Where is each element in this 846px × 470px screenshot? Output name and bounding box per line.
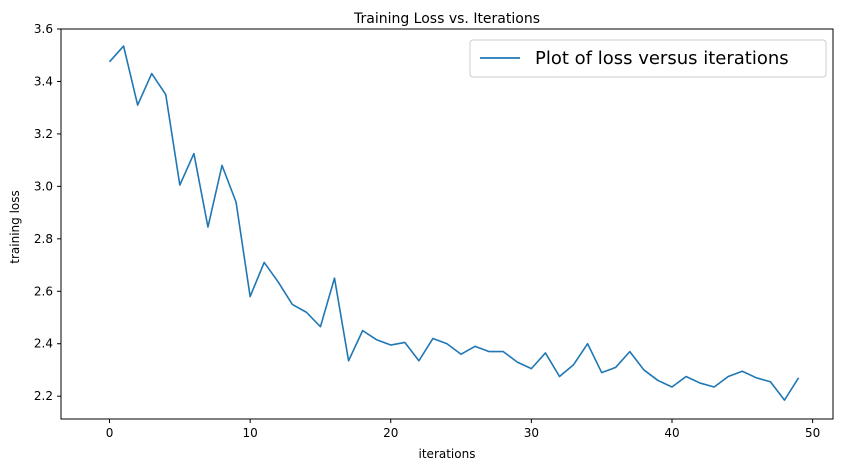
y-tick-label: 2.6 [34,284,53,298]
y-tick-label: 3.0 [34,179,53,193]
x-tick-label: 20 [383,426,398,440]
x-tick-label: 40 [664,426,679,440]
chart-title: Training Loss vs. Iterations [353,11,540,27]
series-line [108,45,800,401]
y-tick-label: 2.2 [34,389,53,403]
x-tick-label: 50 [805,426,820,440]
y-axis-label: training loss [8,190,22,263]
y-tick-label: 2.4 [34,337,53,351]
x-axis-label: iterations [419,447,476,461]
legend-box [469,39,827,78]
axes-frame [60,28,834,420]
y-tick-label: 2.8 [34,232,53,246]
y-tick-label: 3.6 [34,22,53,36]
plot-area: 0 10 20 30 40 50 2.2 2.4 2.6 2.8 3.0 3.2 3.4 3.6 [34,22,834,440]
legend: Plot of loss versus iterations [469,39,827,78]
x-tick-label: 30 [524,426,539,440]
legend-label: Plot of loss versus iterations [535,48,789,69]
x-tick-label: 0 [106,426,114,440]
y-tick-label: 3.4 [34,74,53,88]
x-tick-label: 10 [242,426,257,440]
y-tick-label: 3.2 [34,127,53,141]
